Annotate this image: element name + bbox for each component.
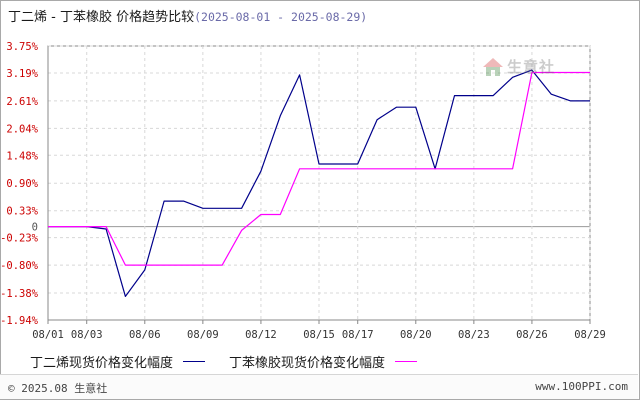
legend-swatch-sbr — [395, 360, 418, 362]
x-tick-label: 08/01 — [32, 329, 64, 341]
y-tick-label: -0.80% — [0, 260, 39, 272]
legend-label-butadiene: 丁二烯现货价格变化幅度 — [30, 355, 174, 371]
y-tick-label: 2.61% — [6, 96, 38, 108]
watermark-text: 生意社 — [507, 58, 556, 76]
legend-item-sbr: 丁苯橡胶现货价格变化幅度 — [229, 352, 418, 371]
y-tick-label: 0 — [32, 222, 38, 234]
footer: © 2025.08 生意社 www.100PPI.com — [0, 374, 638, 399]
legend-item-butadiene: 丁二烯现货价格变化幅度 — [30, 352, 206, 371]
y-tick-label: -0.23% — [0, 233, 39, 245]
chart-title-range: (2025-08-01 - 2025-08-29) — [194, 10, 368, 24]
y-tick-label: 3.19% — [6, 68, 38, 80]
x-tick-label: 08/23 — [458, 329, 490, 341]
x-tick-label: 08/03 — [71, 329, 103, 341]
y-tick-label: 2.04% — [6, 123, 38, 135]
chart-title-text: 丁二烯 - 丁苯橡胶 价格趋势比较 — [8, 10, 195, 25]
x-tick-label: 08/20 — [400, 329, 432, 341]
legend-swatch-butadiene — [183, 360, 206, 362]
chart-title: 丁二烯 - 丁苯橡胶 价格趋势比较(2025-08-01 - 2025-08-2… — [8, 6, 367, 25]
series-sbr-line — [48, 71, 590, 266]
x-tick-label: 08/15 — [303, 329, 335, 341]
legend-label-sbr: 丁苯橡胶现货价格变化幅度 — [229, 355, 386, 371]
x-tick-label: 08/12 — [245, 329, 277, 341]
y-tick-label: 0.33% — [6, 206, 38, 218]
series-butadiene-line — [48, 69, 590, 297]
x-tick-label: 08/26 — [516, 329, 548, 341]
legend: 丁二烯现货价格变化幅度 丁苯橡胶现货价格变化幅度 — [30, 352, 441, 371]
y-tick-label: 1.48% — [6, 150, 38, 162]
x-tick-label: 08/09 — [187, 329, 219, 341]
x-tick-label: 08/29 — [574, 329, 606, 341]
y-tick-label: -1.38% — [0, 288, 39, 300]
x-tick-label: 08/06 — [129, 329, 161, 341]
y-tick-label: -1.94% — [0, 315, 39, 327]
footer-site-link[interactable]: www.100PPI.com — [535, 380, 628, 393]
x-tick-label: 08/17 — [342, 329, 374, 341]
house-logo-icon — [483, 57, 503, 76]
y-tick-label: 3.75% — [6, 41, 38, 53]
y-tick-label: 0.90% — [6, 178, 38, 190]
watermark: 生意社 — [482, 56, 555, 77]
footer-copyright: © 2025.08 生意社 — [8, 382, 108, 395]
